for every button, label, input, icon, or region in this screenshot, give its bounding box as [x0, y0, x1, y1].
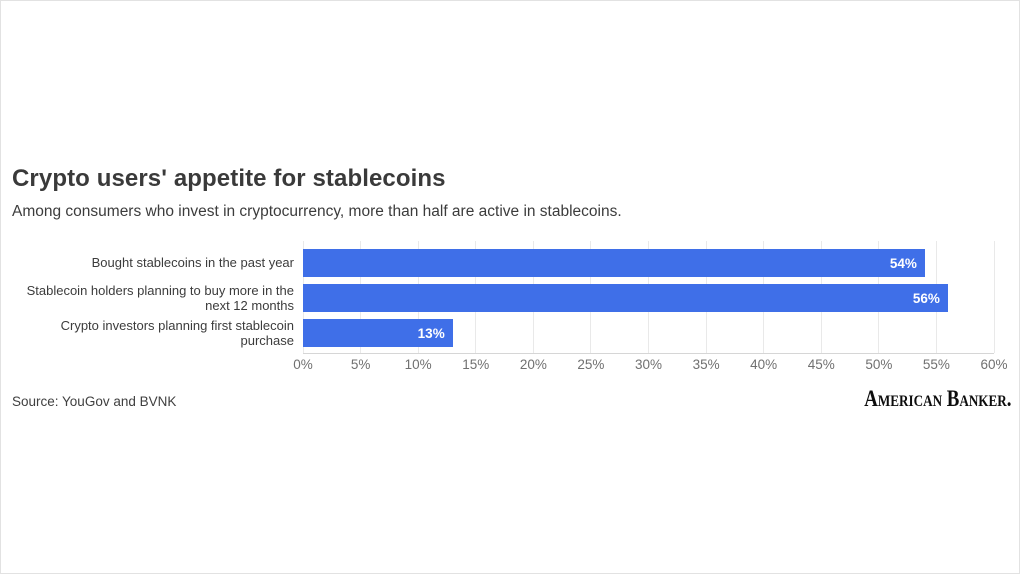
x-tick-label: 25% — [577, 357, 605, 372]
bar-label: Bought stablecoins in the past year — [91, 255, 294, 271]
bar-value-label: 54% — [889, 255, 917, 271]
bar: 54% — [303, 249, 925, 277]
x-tick-label: 55% — [922, 357, 950, 372]
bar-label: Stablecoin holders planning to buy more … — [26, 282, 294, 314]
x-tick-label: 60% — [980, 357, 1008, 372]
x-tick-label: 35% — [692, 357, 720, 372]
x-axis: 0% 5% 10% 15% 20% 25% 30% 35% 40% 45% 50% 55% 60% — [293, 357, 1007, 375]
x-tick-label: 50% — [865, 357, 893, 372]
gridline — [993, 241, 995, 353]
x-tick-label: 30% — [634, 357, 663, 372]
x-tick-label: 45% — [807, 357, 835, 372]
x-tick-label: 10% — [404, 357, 432, 372]
american-banker-logo: American Banker. — [863, 386, 1011, 411]
bar-chart: Bought stablecoins in the past year Stabl… — [1, 241, 1019, 376]
bar: 13% — [303, 319, 453, 347]
x-tick-label: 20% — [519, 357, 547, 372]
bar-value-label: 56% — [912, 290, 940, 306]
x-tick-label: 15% — [462, 357, 490, 372]
plot-area: 54% 56% 13% — [302, 241, 995, 354]
x-tick-label: 0% — [293, 357, 313, 372]
bar-value-label: 13% — [417, 325, 445, 341]
chart-title: Crypto users' appetite for stablecoins — [12, 165, 446, 192]
source-credit: Source: YouGov and BVNK — [12, 394, 177, 409]
category-labels: Bought stablecoins in the past year Stabl… — [11, 241, 294, 353]
bar: 56% — [303, 284, 948, 312]
x-tick-label: 5% — [350, 357, 371, 372]
x-tick-label: 40% — [750, 357, 778, 372]
bar-label: Crypto investors planning first stableco… — [60, 317, 294, 349]
chart-subtitle: Among consumers who invest in cryptocurr… — [12, 203, 622, 220]
